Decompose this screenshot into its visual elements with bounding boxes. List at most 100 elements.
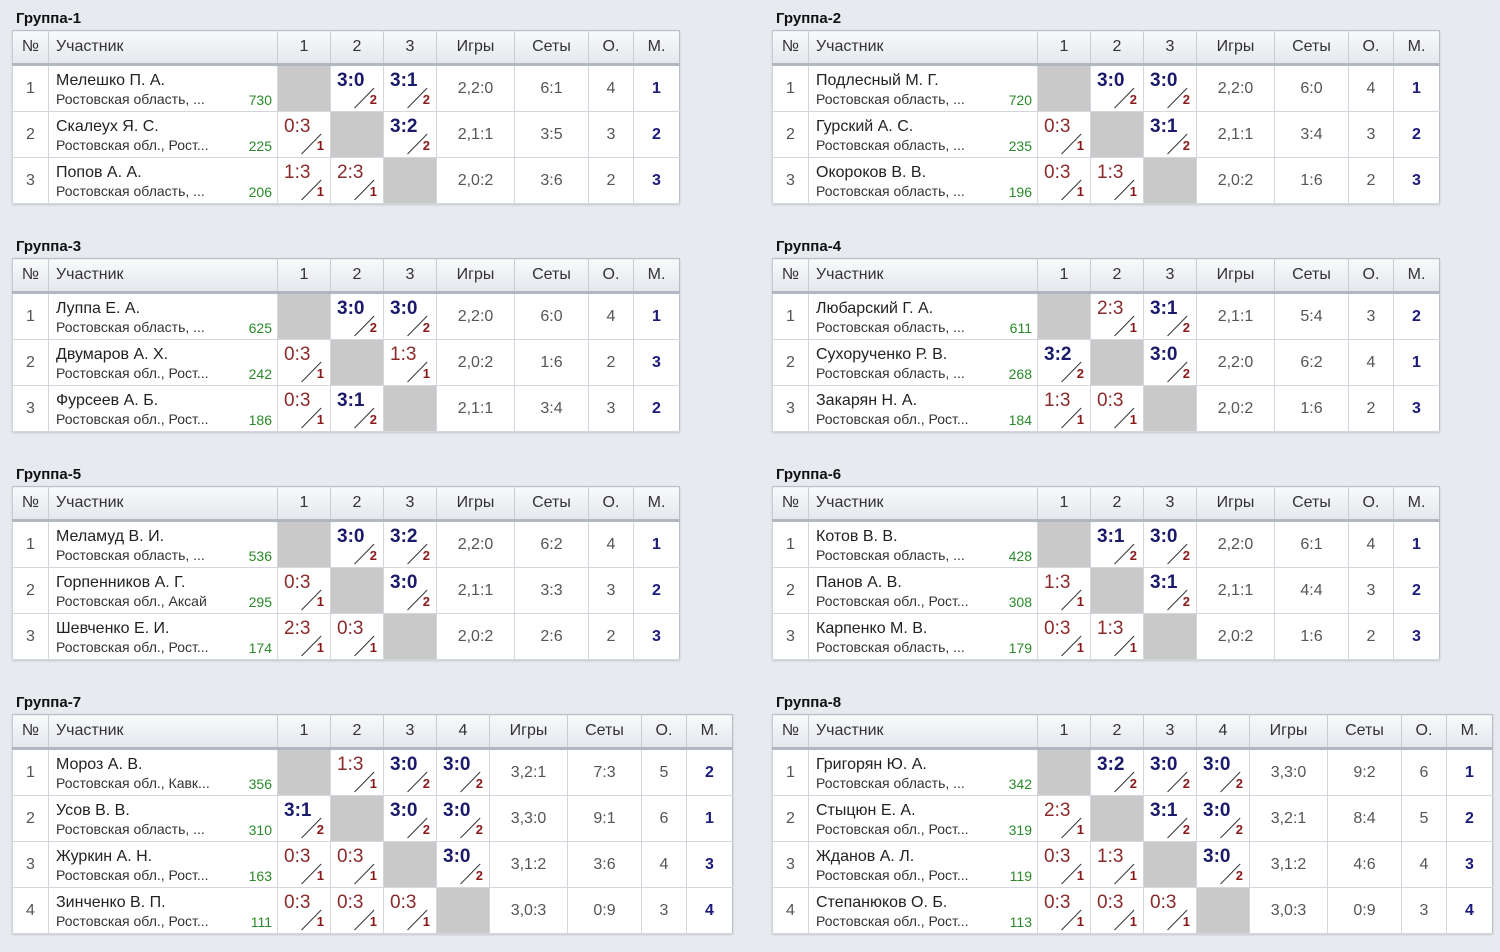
participant-cell[interactable]: Скалеух Я. С. Ростовская обл., Рост... 225 xyxy=(48,111,278,158)
participant-cell[interactable]: Мороз А. В. Ростовская обл., Кавк... 356 xyxy=(48,748,278,796)
header-opponent-col[interactable]: 3 xyxy=(383,714,437,750)
participant-name[interactable]: Любарский Г. А. xyxy=(816,300,934,317)
header-place[interactable]: М. xyxy=(633,486,680,522)
table-row[interactable]: 1 Мелешко П. А. Ростовская область, ... 730… xyxy=(12,64,680,112)
header-sets[interactable]: Сеты xyxy=(514,258,589,294)
header-sets[interactable]: Сеты xyxy=(1274,486,1349,522)
participant-name[interactable]: Сухорученко Р. В. xyxy=(816,346,948,363)
participant-cell[interactable]: Журкин А. Н. Ростовская обл., Рост... 163 xyxy=(48,841,278,888)
participant-name[interactable]: Панов А. В. xyxy=(816,574,902,591)
participant-cell[interactable]: Панов А. В. Ростовская обл., Рост... 308 xyxy=(808,567,1038,614)
header-opponent-col[interactable]: 1 xyxy=(1037,486,1091,522)
match-score-cell[interactable]: 3:1 2 xyxy=(277,795,331,842)
table-row[interactable]: 1 Котов В. В. Ростовская область, ... 428 3:… xyxy=(772,520,1440,568)
participant-cell[interactable]: Григорян Ю. А. Ростовская область, ... 342 xyxy=(808,748,1038,796)
match-score-cell[interactable]: 3:1 2 xyxy=(1143,111,1197,158)
participant-name[interactable]: Попов А. А. xyxy=(56,164,142,181)
participant-cell[interactable]: Гурский А. С. Ростовская область, ... 235 xyxy=(808,111,1038,158)
participant-name[interactable]: Стыцюн Е. А. xyxy=(816,802,916,819)
header-games[interactable]: Игры xyxy=(489,714,568,750)
participant-cell[interactable]: Котов В. В. Ростовская область, ... 428 xyxy=(808,520,1038,568)
match-score-cell[interactable]: 1:3 1 xyxy=(1090,841,1144,888)
header-opponent-col[interactable]: 3 xyxy=(1143,30,1197,66)
match-score-cell[interactable]: 1:3 1 xyxy=(330,748,384,796)
participant-name[interactable]: Мелешко П. А. xyxy=(56,72,165,89)
match-score-cell[interactable]: 0:3 1 xyxy=(1037,157,1091,204)
participant-cell[interactable]: Усов В. В. Ростовская область, ... 310 xyxy=(48,795,278,842)
header-opponent-col[interactable]: 2 xyxy=(330,714,384,750)
header-place[interactable]: М. xyxy=(633,258,680,294)
participant-cell[interactable]: Сухорученко Р. В. Ростовская область, ...… xyxy=(808,339,1038,386)
participant-cell[interactable]: Закарян Н. А. Ростовская обл., Рост... 184 xyxy=(808,385,1038,432)
match-score-cell[interactable]: 2:3 1 xyxy=(277,613,331,660)
participant-name[interactable]: Закарян Н. А. xyxy=(816,392,918,409)
match-score-cell[interactable]: 3:0 2 xyxy=(1090,64,1144,112)
header-opponent-col[interactable]: 3 xyxy=(383,30,437,66)
header-points[interactable]: О. xyxy=(1348,486,1394,522)
match-score-cell[interactable]: 0:3 1 xyxy=(1090,887,1144,934)
header-place[interactable]: М. xyxy=(1393,30,1440,66)
participant-cell[interactable]: Двумаров А. Х. Ростовская обл., Рост... 24… xyxy=(48,339,278,386)
match-score-cell[interactable]: 1:3 1 xyxy=(1090,157,1144,204)
header-num[interactable]: № xyxy=(772,486,809,522)
header-num[interactable]: № xyxy=(12,486,49,522)
match-score-cell[interactable]: 3:1 2 xyxy=(1090,520,1144,568)
participant-cell[interactable]: Карпенко М. В. Ростовская область, ... 179 xyxy=(808,613,1038,660)
table-row[interactable]: 3 Фурсеев А. Б. Ростовская обл., Рост... 18… xyxy=(12,385,680,432)
header-opponent-col[interactable]: 2 xyxy=(1090,30,1144,66)
match-score-cell[interactable]: 1:3 1 xyxy=(1037,567,1091,614)
match-score-cell[interactable]: 3:0 2 xyxy=(330,520,384,568)
match-score-cell[interactable]: 3:0 2 xyxy=(1196,748,1250,796)
header-opponent-col[interactable]: 3 xyxy=(1143,714,1197,750)
header-participant[interactable]: Участник xyxy=(48,30,278,66)
participant-name[interactable]: Окороков В. В. xyxy=(816,164,927,181)
match-score-cell[interactable]: 3:0 2 xyxy=(383,292,437,340)
table-row[interactable]: 4 Степанюков О. Б. Ростовская обл., Рост..… xyxy=(772,887,1493,934)
header-games[interactable]: Игры xyxy=(1196,30,1275,66)
header-opponent-col[interactable]: 1 xyxy=(277,486,331,522)
table-row[interactable]: 1 Подлесный М. Г. Ростовская область, ... 7… xyxy=(772,64,1440,112)
match-score-cell[interactable]: 0:3 1 xyxy=(1143,887,1197,934)
participant-name[interactable]: Зинченко В. П. xyxy=(56,894,166,911)
participant-cell[interactable]: Окороков В. В. Ростовская область, ... 196 xyxy=(808,157,1038,204)
header-place[interactable]: М. xyxy=(1393,486,1440,522)
header-opponent-col[interactable]: 2 xyxy=(1090,486,1144,522)
participant-cell[interactable]: Луппа Е. А. Ростовская область, ... 625 xyxy=(48,292,278,340)
match-score-cell[interactable]: 3:2 2 xyxy=(383,520,437,568)
match-score-cell[interactable]: 3:0 2 xyxy=(1143,520,1197,568)
participant-name[interactable]: Луппа Е. А. xyxy=(56,300,141,317)
match-score-cell[interactable]: 3:1 2 xyxy=(1143,795,1197,842)
participant-cell[interactable]: Зинченко В. П. Ростовская обл., Рост... 11… xyxy=(48,887,278,934)
header-place[interactable]: М. xyxy=(686,714,733,750)
match-score-cell[interactable]: 3:0 2 xyxy=(383,795,437,842)
match-score-cell[interactable]: 0:3 1 xyxy=(277,567,331,614)
participant-cell[interactable]: Горпенников А. Г. Ростовская обл., Аксай 2… xyxy=(48,567,278,614)
table-row[interactable]: 1 Любарский Г. А. Ростовская область, ... 6… xyxy=(772,292,1440,340)
participant-name[interactable]: Подлесный М. Г. xyxy=(816,72,939,89)
table-row[interactable]: 2 Горпенников А. Г. Ростовская обл., Аксай… xyxy=(12,567,680,614)
header-opponent-col[interactable]: 3 xyxy=(383,258,437,294)
header-participant[interactable]: Участник xyxy=(48,714,278,750)
match-score-cell[interactable]: 2:3 1 xyxy=(1090,292,1144,340)
header-opponent-col[interactable]: 2 xyxy=(1090,258,1144,294)
match-score-cell[interactable]: 3:0 2 xyxy=(436,841,490,888)
match-score-cell[interactable]: 0:3 1 xyxy=(330,887,384,934)
match-score-cell[interactable]: 3:2 2 xyxy=(1090,748,1144,796)
header-games[interactable]: Игры xyxy=(1196,486,1275,522)
header-opponent-col[interactable]: 2 xyxy=(330,486,384,522)
participant-cell[interactable]: Фурсеев А. Б. Ростовская обл., Рост... 186 xyxy=(48,385,278,432)
match-score-cell[interactable]: 3:0 2 xyxy=(1143,748,1197,796)
table-row[interactable]: 1 Григорян Ю. А. Ростовская область, ... 34… xyxy=(772,748,1493,796)
match-score-cell[interactable]: 1:3 1 xyxy=(383,339,437,386)
participant-cell[interactable]: Попов А. А. Ростовская область, ... 206 xyxy=(48,157,278,204)
header-points[interactable]: О. xyxy=(641,714,687,750)
header-points[interactable]: О. xyxy=(588,258,634,294)
participant-name[interactable]: Жданов А. Л. xyxy=(816,848,915,865)
match-score-cell[interactable]: 0:3 1 xyxy=(277,339,331,386)
match-score-cell[interactable]: 3:1 2 xyxy=(1143,567,1197,614)
match-score-cell[interactable]: 0:3 1 xyxy=(277,111,331,158)
header-opponent-col[interactable]: 3 xyxy=(383,486,437,522)
match-score-cell[interactable]: 0:3 1 xyxy=(1037,613,1091,660)
participant-name[interactable]: Гурский А. С. xyxy=(816,118,914,135)
header-sets[interactable]: Сеты xyxy=(1274,258,1349,294)
